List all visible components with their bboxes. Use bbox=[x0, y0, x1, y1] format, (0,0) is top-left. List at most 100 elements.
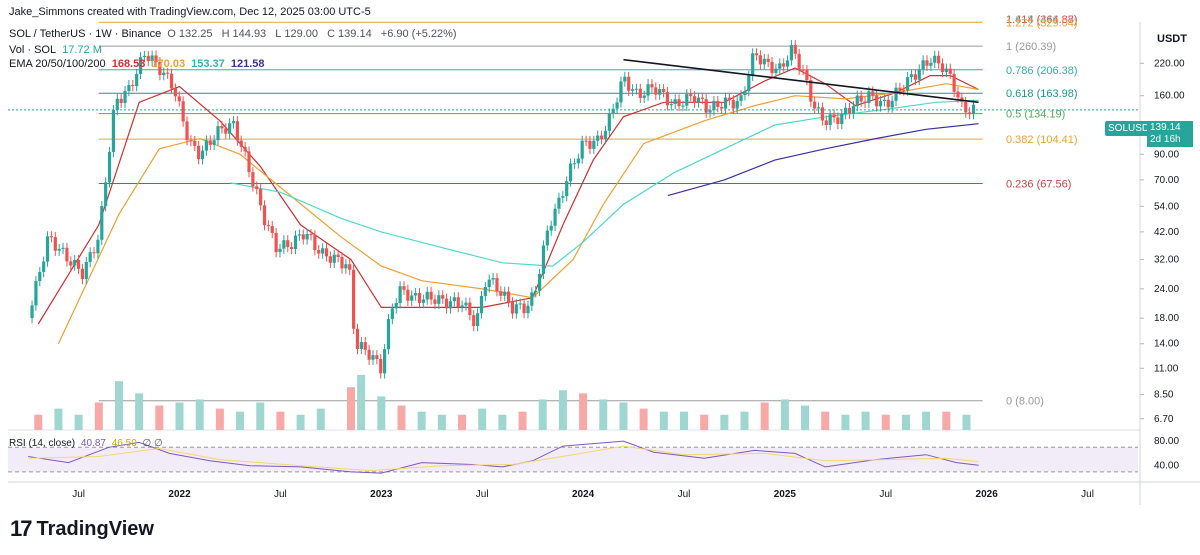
volume-bar bbox=[579, 393, 588, 430]
volume-bar bbox=[599, 399, 608, 430]
rsi-line-rsi-based bbox=[28, 445, 979, 472]
candle-body bbox=[820, 107, 825, 121]
price-tick-label: 160.00 bbox=[1154, 91, 1185, 102]
rsi-legend[interactable]: RSI (14, close) 40.87 46.50 ∅ ∅ bbox=[9, 438, 166, 449]
candle-body bbox=[642, 95, 646, 98]
candle-body bbox=[929, 62, 933, 66]
rsi-ma-value: 46.50 bbox=[111, 438, 137, 449]
price-tick-label: 90.00 bbox=[1154, 149, 1179, 160]
candle-body bbox=[243, 146, 247, 152]
candle-body bbox=[332, 254, 336, 263]
candle-body bbox=[96, 239, 100, 254]
candle-body bbox=[317, 250, 321, 254]
candle-body bbox=[917, 69, 921, 80]
candle-body bbox=[638, 88, 642, 98]
candle-body bbox=[952, 73, 956, 92]
candle-body bbox=[646, 84, 650, 96]
volume-bar bbox=[518, 411, 527, 430]
candle-body bbox=[328, 256, 332, 263]
candle-body bbox=[367, 349, 371, 360]
time-tick-label: Jul bbox=[72, 489, 85, 500]
price-tick-label: 42.00 bbox=[1154, 227, 1179, 238]
candle-body bbox=[344, 264, 348, 269]
candle-body bbox=[882, 99, 886, 102]
volume-bar bbox=[316, 408, 325, 430]
candle-body bbox=[200, 150, 205, 160]
candle-body bbox=[530, 292, 534, 306]
candle-body bbox=[464, 302, 468, 306]
candle-body bbox=[270, 226, 274, 233]
candle-body bbox=[700, 97, 704, 100]
ema-legend[interactable]: EMA 20/50/100/200 168.53 170.03 153.37 1… bbox=[9, 58, 268, 70]
candle-body bbox=[324, 248, 329, 257]
candle-body bbox=[417, 293, 422, 303]
rsi-tick-label: 80.00 bbox=[1154, 436, 1179, 447]
candle-body bbox=[193, 141, 197, 146]
candle-body bbox=[762, 58, 766, 65]
time-tick-label: 2023 bbox=[370, 489, 393, 500]
candle-body bbox=[286, 240, 290, 248]
tradingview-logo[interactable]: 17 TradingView bbox=[10, 516, 154, 542]
candle-body bbox=[84, 261, 88, 280]
candle-body bbox=[568, 163, 573, 182]
candle-body bbox=[627, 76, 631, 91]
attribution: Jake_Simmons created with TradingView.co… bbox=[9, 6, 371, 18]
candle-body bbox=[390, 308, 394, 320]
candle-body bbox=[758, 55, 763, 65]
candle-body bbox=[704, 99, 708, 113]
candle-body bbox=[313, 235, 317, 251]
candle-body bbox=[665, 91, 670, 106]
candle-body bbox=[34, 281, 38, 306]
candle-body bbox=[290, 247, 294, 249]
volume-bar bbox=[901, 414, 910, 430]
candle-body bbox=[410, 295, 414, 301]
candle-body bbox=[801, 69, 805, 71]
ema200-value: 121.58 bbox=[230, 58, 265, 70]
candle-body bbox=[503, 291, 507, 296]
candle-body bbox=[971, 104, 976, 115]
fib-level-label: 1.272 (329.04) bbox=[1006, 17, 1078, 29]
volume-legend[interactable]: Vol · SOL 17.72 M bbox=[9, 44, 105, 56]
candle-body bbox=[766, 58, 770, 62]
symbol-name: SOL / TetherUS · 1W · Binance bbox=[9, 28, 162, 40]
candle-body bbox=[681, 105, 685, 107]
candle-body bbox=[309, 233, 313, 236]
candle-body bbox=[297, 234, 301, 236]
volume-bar bbox=[498, 414, 507, 430]
candle-body bbox=[909, 74, 914, 78]
candle-body bbox=[692, 96, 697, 103]
candle-body bbox=[832, 114, 836, 118]
ema-line-ema200 bbox=[667, 123, 979, 197]
candle-body bbox=[158, 61, 162, 76]
candle-body bbox=[878, 101, 883, 107]
candle-body bbox=[607, 113, 611, 131]
volume-bar bbox=[801, 405, 810, 430]
candle-body bbox=[797, 53, 801, 70]
volume-bar bbox=[679, 411, 688, 430]
candle-body bbox=[654, 87, 658, 95]
candle-body bbox=[735, 100, 739, 109]
candle-body bbox=[204, 140, 208, 151]
candle-body bbox=[565, 181, 569, 197]
candle-body bbox=[902, 89, 906, 91]
candle-body bbox=[669, 104, 673, 106]
candle-body bbox=[475, 313, 480, 327]
candle-body bbox=[45, 236, 50, 262]
candle-body bbox=[197, 145, 201, 160]
rsi-label: RSI (14, close) bbox=[9, 438, 76, 449]
volume-bar bbox=[538, 399, 547, 430]
candle-body bbox=[731, 100, 735, 109]
fib-level-label: 0.382 (104.41) bbox=[1006, 134, 1078, 146]
candle-body bbox=[138, 57, 143, 74]
candle-body bbox=[689, 94, 693, 97]
close-value: 139.14 bbox=[338, 28, 372, 40]
candle-body bbox=[747, 75, 751, 92]
candle-body bbox=[150, 55, 154, 61]
candle-body bbox=[69, 261, 73, 266]
volume-bar bbox=[760, 402, 769, 430]
trendline bbox=[623, 58, 979, 104]
ema100-value: 153.37 bbox=[191, 58, 225, 70]
candle-body bbox=[212, 140, 216, 145]
